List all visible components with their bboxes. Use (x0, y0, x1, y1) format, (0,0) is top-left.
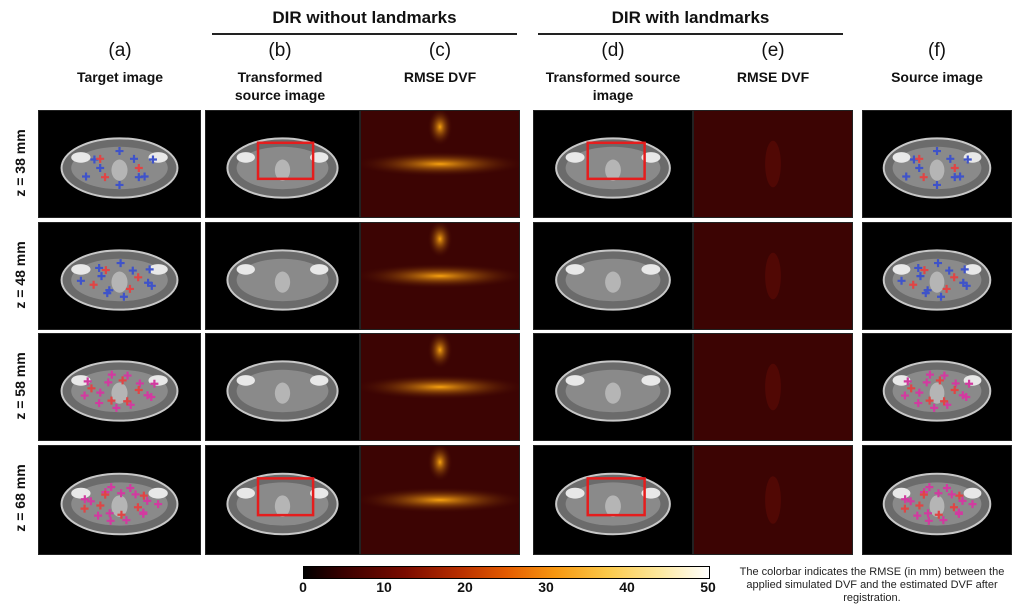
panel-c-row4 (360, 445, 520, 555)
col-letter-f: (f) (928, 40, 946, 61)
group-title-without-landmarks: DIR without landmarks (272, 8, 457, 27)
panel-c-row2 (360, 222, 520, 330)
col-label-c: RMSE DVF (403, 69, 477, 85)
row-label-z58: z = 58 mm (12, 352, 28, 420)
col-letter-b: (b) (268, 40, 292, 61)
panel-f-row2 (862, 222, 1012, 330)
group-underline-without-landmarks (212, 33, 517, 35)
panel-d-row1 (533, 110, 693, 218)
panel-d-row2 (533, 222, 693, 330)
group-underline-with-landmarks (538, 33, 843, 35)
colorbar-tick-label: 20 (457, 579, 473, 595)
panel-a-row2 (38, 222, 201, 330)
row-label-z48: z = 48 mm (12, 241, 28, 309)
col-label-a: Target image (76, 69, 164, 85)
colorbar-tick-label: 40 (619, 579, 635, 595)
col-label-d: Transformed source image (545, 69, 681, 103)
panel-f-row3 (862, 333, 1012, 441)
col-letter-a: (a) (108, 40, 132, 61)
panel-a-row3 (38, 333, 201, 441)
panel-a-row1 (38, 110, 201, 218)
col-label-e: RMSE DVF (736, 69, 810, 85)
panel-e-row2 (693, 222, 853, 330)
panel-c-row3 (360, 333, 520, 441)
col-label-f: Source image (891, 69, 983, 85)
panel-b-row2 (205, 222, 360, 330)
colorbar-tick-label: 0 (299, 579, 307, 595)
colorbar-caption: The colorbar indicates the RMSE (in mm) … (739, 566, 1005, 604)
col-label-b: Transformed source image (234, 69, 326, 103)
colorbar-tick-label: 10 (376, 579, 392, 595)
colorbar (303, 566, 710, 579)
row-label-z38: z = 38 mm (12, 129, 28, 197)
row-label-z68: z = 68 mm (12, 464, 28, 532)
colorbar-tick-label: 50 (700, 579, 716, 595)
col-letter-e: (e) (761, 40, 785, 61)
col-letter-c: (c) (428, 40, 452, 61)
panel-e-row1 (693, 110, 853, 218)
panel-d-row3 (533, 333, 693, 441)
panel-b-row3 (205, 333, 360, 441)
panel-f-row1 (862, 110, 1012, 218)
panel-b-row4 (205, 445, 360, 555)
panel-f-row4 (862, 445, 1012, 555)
panel-a-row4 (38, 445, 201, 555)
group-title-with-landmarks: DIR with landmarks (611, 8, 770, 27)
panel-d-row4 (533, 445, 693, 555)
panel-e-row3 (693, 333, 853, 441)
colorbar-tick-label: 30 (538, 579, 554, 595)
col-letter-d: (d) (601, 40, 625, 61)
panel-e-row4 (693, 445, 853, 555)
panel-b-row1 (205, 110, 360, 218)
panel-c-row1 (360, 110, 520, 218)
